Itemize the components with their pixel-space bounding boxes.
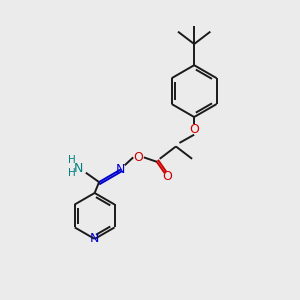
Text: H: H (68, 168, 76, 178)
Text: O: O (162, 170, 172, 183)
Text: N: N (74, 162, 83, 175)
Text: H: H (68, 155, 76, 165)
Text: N: N (116, 163, 125, 176)
Text: O: O (189, 123, 199, 136)
Text: O: O (134, 151, 143, 164)
Text: N: N (90, 232, 99, 245)
